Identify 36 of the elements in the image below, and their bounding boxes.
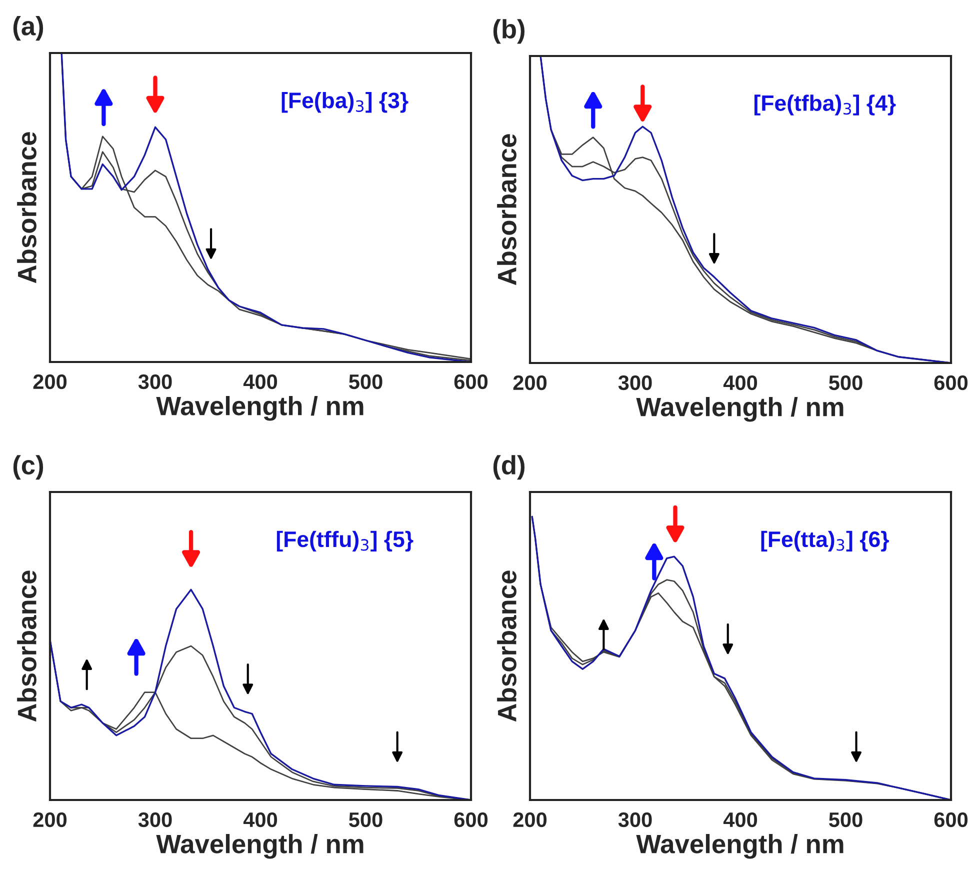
x-axis-title: Wavelength / nm	[156, 834, 364, 859]
chart-title: (c)	[13, 455, 44, 480]
x-tick-label: 600	[934, 812, 968, 828]
text: [Fe(tffu)$_{3}$] {5}	[276, 530, 414, 552]
x-tick-label: 200	[513, 812, 547, 828]
x-tick-label: 400	[243, 812, 278, 828]
x-tick-label: 400	[723, 375, 758, 390]
chart-title: (d)	[493, 455, 524, 480]
x-tick-label: 300	[138, 374, 172, 390]
y-axis-title: Absorbance	[497, 134, 516, 286]
x-tick-label: 600	[454, 812, 488, 828]
annotation: [Fe(tfba)$_{3}$] {4}	[754, 94, 896, 116]
x-tick-label: 600	[934, 375, 968, 390]
annotation: [Fe(tta)$_{3}$] {6}	[761, 530, 889, 552]
annotation: [Fe(ba)$_{3}$] {3}	[282, 92, 408, 113]
x-axis-title: Wavelength / nm	[636, 834, 844, 859]
y-axis-title: Absorbance	[17, 132, 36, 284]
y-axis-title: Absorbance	[497, 570, 516, 722]
x-tick-label: 400	[723, 812, 758, 828]
x-tick-label: 200	[33, 374, 67, 390]
x-tick-label: 300	[618, 812, 652, 828]
y-axis-title: Absorbance	[17, 570, 36, 722]
x-tick-label: 500	[349, 374, 382, 390]
x-axis-title: Wavelength / nm	[156, 396, 364, 421]
chart-title: (b)	[493, 19, 524, 44]
x-tick-label: 300	[618, 375, 652, 390]
x-tick-label: 200	[33, 812, 67, 828]
chart-title: (a)	[13, 16, 44, 41]
x-tick-label: 500	[829, 375, 862, 390]
x-tick-label: 300	[138, 812, 172, 828]
x-tick-label: 600	[454, 374, 488, 390]
x-axis-title: Wavelength / nm	[636, 397, 844, 422]
x-tick-label: 500	[829, 812, 862, 828]
x-tick-label: 400	[243, 374, 278, 390]
x-tick-label: 500	[349, 812, 382, 828]
x-tick-label: 200	[513, 375, 547, 390]
